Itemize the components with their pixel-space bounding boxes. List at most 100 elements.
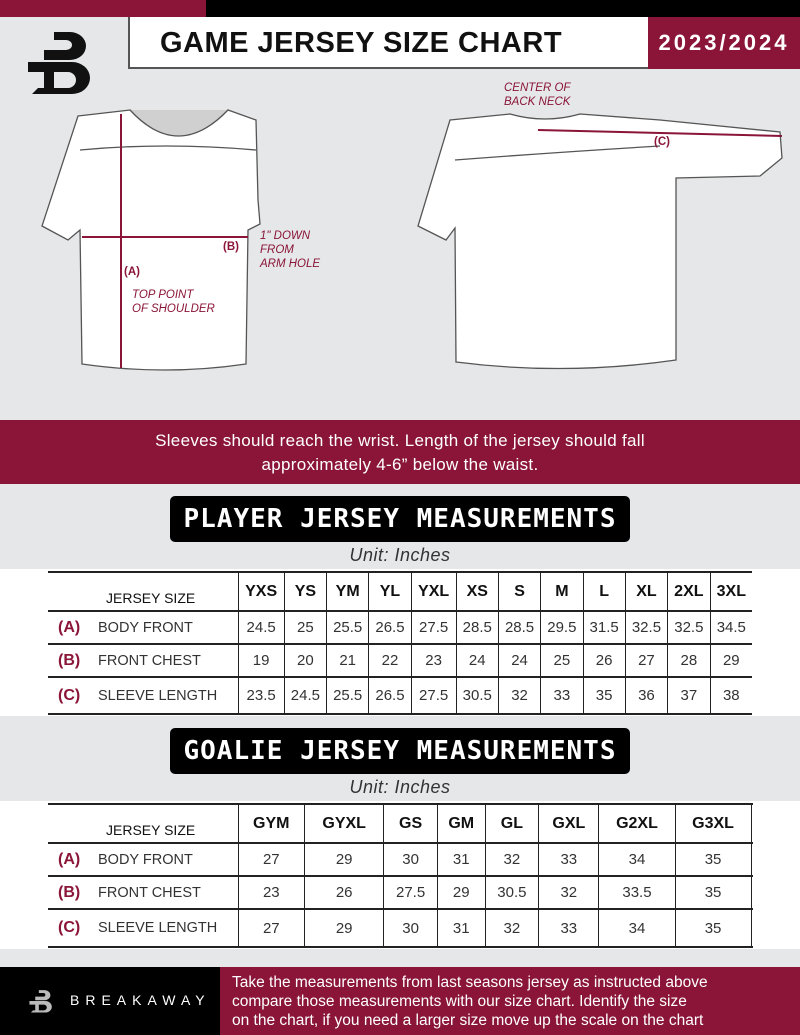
- size-header: YXL: [411, 571, 457, 612]
- cell-value: 32: [485, 842, 540, 877]
- cell-value: 25.5: [326, 610, 370, 645]
- player-unit: Unit: Inches: [349, 545, 451, 565]
- cell-value: 33.5: [598, 875, 676, 910]
- table-header-row: JERSEY SIZE YXS YS YM YL YXL XS S M L XL 2XL 3XL: [48, 571, 752, 612]
- cell-value: 26.5: [368, 676, 412, 715]
- player-section-title: PLAYER JERSEY MEASUREMENTS: [170, 496, 630, 542]
- row-name: FRONT CHEST: [98, 652, 201, 669]
- row-name: BODY FRONT: [98, 851, 193, 868]
- cell-value: 33: [540, 676, 584, 715]
- size-header: YM: [326, 571, 370, 612]
- size-header: XS: [456, 571, 499, 612]
- instruction-banner: Sleeves should reach the wrist. Length o…: [0, 420, 800, 484]
- goalie-unit: Unit: Inches: [349, 777, 451, 797]
- cell-value: 30.5: [456, 676, 499, 715]
- cell-value: 29: [710, 643, 752, 678]
- row-letter: (B): [58, 651, 81, 669]
- header-label: JERSEY SIZE: [48, 571, 239, 612]
- cell-value: 27: [238, 842, 306, 877]
- cell-value: 24.5: [238, 610, 285, 645]
- size-header: YL: [368, 571, 412, 612]
- cell-value: 35: [675, 842, 752, 877]
- cell-value: 23: [238, 875, 306, 910]
- cell-value: 32: [485, 908, 540, 948]
- size-header: [751, 803, 752, 844]
- size-header: GXL: [538, 803, 600, 844]
- row-label: (C) SLEEVE LENGTH: [48, 908, 239, 948]
- cell-value: 34: [598, 908, 676, 948]
- cell-value: 21: [326, 643, 370, 678]
- season-label: 2023/2024: [648, 17, 800, 69]
- size-header: G3XL: [675, 803, 752, 844]
- table-row: (A) BODY FRONT 27 29 30 31 32 33 34 35: [48, 842, 752, 877]
- page-title: GAME JERSEY SIZE CHART: [160, 27, 563, 59]
- size-header: YXS: [238, 571, 285, 612]
- label-a: (A): [124, 266, 140, 278]
- cell-value: 25.5: [326, 676, 370, 715]
- row-label: (B) FRONT CHEST: [48, 875, 239, 910]
- top-accent-bar: [0, 0, 206, 17]
- cell-value: 27: [238, 908, 306, 948]
- cell-value: 33: [538, 842, 600, 877]
- size-header: GYM: [238, 803, 306, 844]
- player-size-table: JERSEY SIZE YXS YS YM YL YXL XS S M L XL 2XL 3XL (A) B…: [48, 571, 752, 715]
- header-label: JERSEY SIZE: [48, 803, 239, 844]
- cell-value: 31.5: [583, 610, 626, 645]
- cell-value: 32: [498, 676, 542, 715]
- row-letter: (A): [58, 850, 81, 868]
- row-letter: (A): [58, 618, 81, 636]
- cell-value: [751, 875, 752, 910]
- row-letter: (C): [58, 686, 81, 704]
- cell-value: 34.5: [710, 610, 752, 645]
- size-header: 2XL: [667, 571, 711, 612]
- size-header: M: [540, 571, 584, 612]
- cell-value: 35: [675, 875, 752, 910]
- table-row: (C) SLEEVE LENGTH 23.5 24.5 25.5 26.5 27.5 30.5…: [48, 676, 752, 715]
- cell-value: 30: [383, 908, 438, 948]
- cell-value: 32.5: [625, 610, 669, 645]
- size-header: L: [583, 571, 626, 612]
- size-header: GYXL: [304, 803, 385, 844]
- jersey-diagram: [41, 109, 783, 371]
- cell-value: 34: [598, 842, 676, 877]
- cell-value: 19: [238, 643, 285, 678]
- table-row: (B) FRONT CHEST 23 26 27.5 29 30.5 32 33.5 35: [48, 875, 752, 910]
- cell-value: 28.5: [498, 610, 542, 645]
- size-header: GL: [485, 803, 540, 844]
- table-row: (C) SLEEVE LENGTH 27 29 30 31 32 33 34 35: [48, 908, 752, 948]
- measurement-lines: [82, 114, 783, 368]
- cell-value: 37: [667, 676, 711, 715]
- row-label: (A) BODY FRONT: [48, 842, 239, 877]
- size-header: GS: [383, 803, 438, 844]
- goalie-size-table: JERSEY SIZE GYM GYXL GS GM GL GXL G2XL G3XL (A) BO…: [48, 803, 752, 948]
- cell-value: 26: [583, 643, 626, 678]
- table-header-row: JERSEY SIZE GYM GYXL GS GM GL GXL G2XL G3XL: [48, 803, 752, 844]
- cell-value: 36: [625, 676, 669, 715]
- size-header: GM: [437, 803, 486, 844]
- cell-value: 25: [540, 643, 584, 678]
- back-jersey-drawing: [417, 113, 783, 370]
- cell-value: 29: [437, 875, 486, 910]
- cell-value: 30.5: [485, 875, 540, 910]
- title-box: GAME JERSEY SIZE CHART: [128, 17, 648, 69]
- cell-value: 24.5: [284, 676, 328, 715]
- cell-value: 35: [675, 908, 752, 948]
- cell-value: [751, 908, 752, 948]
- size-header: G2XL: [598, 803, 676, 844]
- cell-value: 31: [437, 842, 486, 877]
- row-name: SLEEVE LENGTH: [98, 687, 218, 704]
- label-c-desc: CENTER OF BACK NECK: [504, 82, 571, 108]
- row-name: SLEEVE LENGTH: [98, 920, 218, 936]
- table-row: (B) FRONT CHEST 19 20 21 22 23 24 24 25 26 27 28 29: [48, 643, 752, 678]
- cell-value: 29: [304, 908, 385, 948]
- cell-value: 33: [538, 908, 600, 948]
- row-label: (B) FRONT CHEST: [48, 643, 239, 678]
- cell-value: 20: [284, 643, 328, 678]
- cell-value: 26.5: [368, 610, 412, 645]
- cell-value: 26: [304, 875, 385, 910]
- footer-logo: [29, 990, 52, 1013]
- cell-value: 22: [368, 643, 412, 678]
- cell-value: 38: [710, 676, 752, 715]
- size-header: YS: [284, 571, 328, 612]
- cell-value: 28.5: [456, 610, 499, 645]
